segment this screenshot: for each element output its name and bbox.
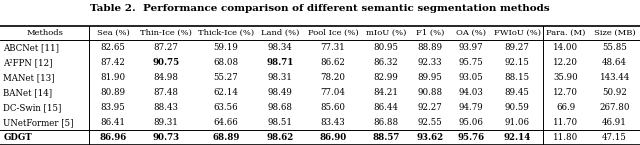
Text: ABCNet [11]: ABCNet [11] bbox=[3, 43, 60, 52]
Text: 92.15: 92.15 bbox=[505, 58, 530, 67]
Text: FWIoU (%): FWIoU (%) bbox=[493, 29, 541, 37]
Text: 46.91: 46.91 bbox=[602, 118, 627, 127]
Text: 86.44: 86.44 bbox=[373, 103, 398, 112]
Text: 83.95: 83.95 bbox=[100, 103, 125, 112]
Text: 64.66: 64.66 bbox=[213, 118, 238, 127]
Text: 98.68: 98.68 bbox=[268, 103, 292, 112]
Text: 82.65: 82.65 bbox=[100, 43, 125, 52]
Text: 86.90: 86.90 bbox=[319, 133, 346, 142]
Text: 87.27: 87.27 bbox=[154, 43, 179, 52]
Text: 78.20: 78.20 bbox=[321, 73, 346, 82]
Text: 59.19: 59.19 bbox=[213, 43, 238, 52]
Text: 68.89: 68.89 bbox=[212, 133, 239, 142]
Text: UNetFormer [5]: UNetFormer [5] bbox=[3, 118, 74, 127]
Text: 80.89: 80.89 bbox=[100, 88, 125, 97]
Text: Thick-Ice (%): Thick-Ice (%) bbox=[198, 29, 253, 37]
Text: 92.33: 92.33 bbox=[418, 58, 442, 67]
Text: Para. (M): Para. (M) bbox=[546, 29, 586, 37]
Text: Methods: Methods bbox=[26, 29, 63, 37]
Text: 95.06: 95.06 bbox=[459, 118, 484, 127]
Text: 90.75: 90.75 bbox=[152, 58, 180, 67]
Text: 86.62: 86.62 bbox=[321, 58, 346, 67]
Text: 12.20: 12.20 bbox=[554, 58, 579, 67]
Text: 87.42: 87.42 bbox=[100, 58, 125, 67]
Text: BANet [14]: BANet [14] bbox=[3, 88, 52, 97]
Text: 89.31: 89.31 bbox=[154, 118, 179, 127]
Text: Thin-Ice (%): Thin-Ice (%) bbox=[140, 29, 192, 37]
Text: 90.88: 90.88 bbox=[418, 88, 443, 97]
Text: 95.76: 95.76 bbox=[458, 133, 484, 142]
Text: 84.98: 84.98 bbox=[154, 73, 179, 82]
Text: 267.80: 267.80 bbox=[599, 103, 630, 112]
Text: 91.06: 91.06 bbox=[505, 118, 530, 127]
Text: 94.79: 94.79 bbox=[459, 103, 484, 112]
Text: 86.41: 86.41 bbox=[100, 118, 125, 127]
Text: 89.45: 89.45 bbox=[505, 88, 530, 97]
Text: 98.51: 98.51 bbox=[268, 118, 292, 127]
Text: 84.21: 84.21 bbox=[373, 88, 398, 97]
Text: Land (%): Land (%) bbox=[260, 29, 299, 37]
Text: 93.97: 93.97 bbox=[459, 43, 484, 52]
Text: 95.75: 95.75 bbox=[459, 58, 484, 67]
Text: 92.55: 92.55 bbox=[418, 118, 443, 127]
Text: OA (%): OA (%) bbox=[456, 29, 486, 37]
Text: 47.15: 47.15 bbox=[602, 133, 627, 142]
Text: 92.27: 92.27 bbox=[418, 103, 443, 112]
Text: 35.90: 35.90 bbox=[554, 73, 579, 82]
Text: MANet [13]: MANet [13] bbox=[3, 73, 54, 82]
Text: 11.70: 11.70 bbox=[554, 118, 579, 127]
Text: 98.49: 98.49 bbox=[268, 88, 292, 97]
Text: 86.32: 86.32 bbox=[374, 58, 398, 67]
Text: 48.64: 48.64 bbox=[602, 58, 627, 67]
Text: 88.43: 88.43 bbox=[154, 103, 179, 112]
Text: 98.31: 98.31 bbox=[268, 73, 292, 82]
Text: mIoU (%): mIoU (%) bbox=[365, 29, 406, 37]
Text: 87.48: 87.48 bbox=[154, 88, 179, 97]
Text: 89.27: 89.27 bbox=[505, 43, 530, 52]
Text: 55.27: 55.27 bbox=[213, 73, 238, 82]
Text: 93.05: 93.05 bbox=[459, 73, 484, 82]
Text: 81.90: 81.90 bbox=[100, 73, 125, 82]
Text: 86.96: 86.96 bbox=[100, 133, 127, 142]
Text: Table 2.  Performance comparison of different semantic segmentation methods: Table 2. Performance comparison of diffe… bbox=[90, 4, 550, 13]
Text: 93.62: 93.62 bbox=[417, 133, 444, 142]
Text: 92.14: 92.14 bbox=[504, 133, 531, 142]
Text: 77.04: 77.04 bbox=[321, 88, 346, 97]
Text: 90.73: 90.73 bbox=[152, 133, 180, 142]
Text: Pool Ice (%): Pool Ice (%) bbox=[308, 29, 358, 37]
Text: 68.08: 68.08 bbox=[213, 58, 238, 67]
Text: F1 (%): F1 (%) bbox=[416, 29, 444, 37]
Text: 86.88: 86.88 bbox=[373, 118, 399, 127]
Text: 88.15: 88.15 bbox=[505, 73, 530, 82]
Text: 85.60: 85.60 bbox=[321, 103, 346, 112]
Text: 143.44: 143.44 bbox=[600, 73, 630, 82]
Text: 55.85: 55.85 bbox=[602, 43, 627, 52]
Text: 82.99: 82.99 bbox=[373, 73, 398, 82]
Text: 80.95: 80.95 bbox=[373, 43, 398, 52]
Text: 94.03: 94.03 bbox=[459, 88, 484, 97]
Text: 14.00: 14.00 bbox=[554, 43, 579, 52]
Text: 11.80: 11.80 bbox=[553, 133, 579, 142]
Text: 62.14: 62.14 bbox=[213, 88, 238, 97]
Text: 63.56: 63.56 bbox=[213, 103, 238, 112]
Text: 83.43: 83.43 bbox=[321, 118, 345, 127]
Text: 98.34: 98.34 bbox=[268, 43, 292, 52]
Text: 98.71: 98.71 bbox=[266, 58, 294, 67]
Text: 50.92: 50.92 bbox=[602, 88, 627, 97]
Text: 88.57: 88.57 bbox=[372, 133, 399, 142]
Text: 77.31: 77.31 bbox=[321, 43, 346, 52]
Text: 88.89: 88.89 bbox=[418, 43, 443, 52]
Text: 66.9: 66.9 bbox=[556, 103, 575, 112]
Text: 98.62: 98.62 bbox=[266, 133, 294, 142]
Text: Size (MB): Size (MB) bbox=[594, 29, 636, 37]
Text: DC-Swin [15]: DC-Swin [15] bbox=[3, 103, 61, 112]
Text: 90.59: 90.59 bbox=[505, 103, 530, 112]
Text: A²FPN [12]: A²FPN [12] bbox=[3, 58, 52, 67]
Text: GDGT: GDGT bbox=[3, 133, 32, 142]
Text: Sea (%): Sea (%) bbox=[97, 29, 129, 37]
Text: 12.70: 12.70 bbox=[554, 88, 579, 97]
Text: 89.95: 89.95 bbox=[418, 73, 443, 82]
